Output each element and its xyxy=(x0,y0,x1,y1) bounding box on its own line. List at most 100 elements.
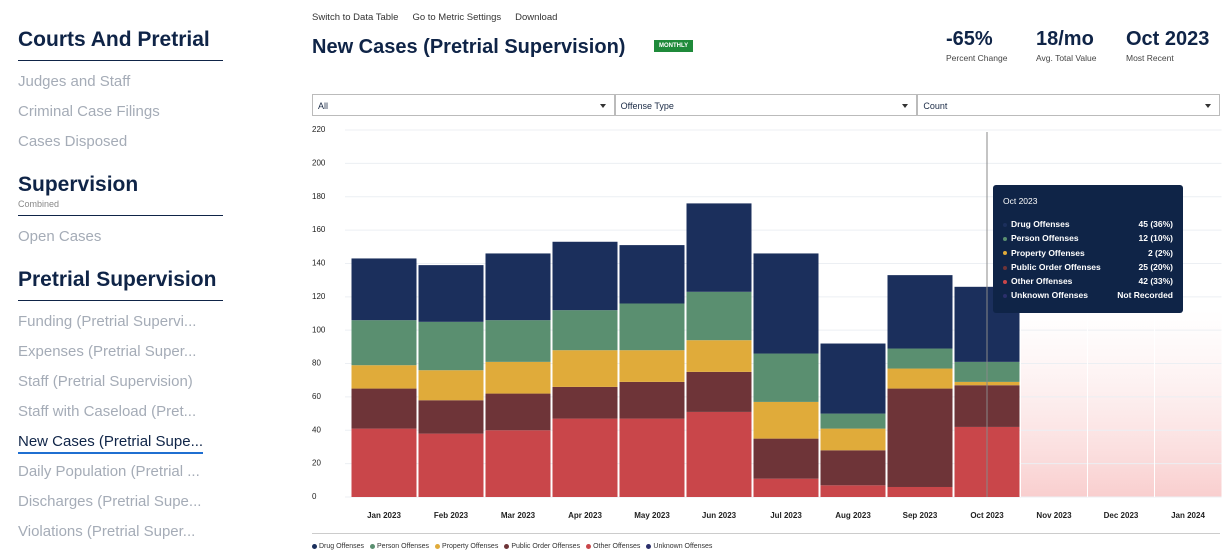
bar-segment xyxy=(485,253,551,321)
y-tick-label: 160 xyxy=(312,225,326,234)
bar-segment xyxy=(552,310,618,351)
tooltip-name: Property Offenses xyxy=(1011,247,1085,258)
nav-item[interactable]: New Cases (Pretrial Supe... xyxy=(18,433,223,463)
x-tick-label: Mar 2023 xyxy=(501,511,536,520)
bar-segment xyxy=(753,401,819,439)
x-tick-label: Nov 2023 xyxy=(1036,511,1072,520)
nav-item[interactable]: Staff with Caseload (Pret... xyxy=(18,403,223,433)
legend-label: Public Order Offenses xyxy=(511,543,581,550)
legend: Drug Offenses Person Offenses Property Off… xyxy=(312,543,712,550)
nav-item-label: Criminal Case Filings xyxy=(18,103,160,120)
tooltip-name-wrap: Other Offenses xyxy=(1003,276,1072,290)
bar-segment xyxy=(418,433,484,497)
nav-item-label: Expenses (Pretrial Super... xyxy=(18,343,197,360)
legend-item[interactable]: Person Offenses xyxy=(370,543,429,550)
nav-item[interactable]: Open Cases xyxy=(18,228,223,258)
x-tick-label: Dec 2023 xyxy=(1104,511,1139,520)
nav-item[interactable]: Cases Disposed xyxy=(18,133,223,163)
bar-segment xyxy=(351,388,417,429)
tooltip-name: Drug Offenses xyxy=(1011,219,1070,229)
y-tick-label: 100 xyxy=(312,325,326,334)
legend-item[interactable]: Public Order Offenses xyxy=(504,543,580,550)
tooltip-name: Public Order Offenses xyxy=(1011,261,1101,272)
tooltip-name-wrap: Public Order Offenses xyxy=(1003,262,1101,276)
sidebar: Courts And Pretrial Judges and Staff Crimi… xyxy=(18,28,223,555)
bar-segment xyxy=(552,418,618,497)
bar-segment xyxy=(619,350,685,382)
legend-dot xyxy=(586,543,592,549)
bar-segment xyxy=(552,350,618,387)
tooltip-dot xyxy=(1003,294,1007,299)
bar-segment xyxy=(887,388,953,487)
x-tick-label: Feb 2023 xyxy=(434,511,469,520)
nav-item[interactable]: Discharges (Pretrial Supe... xyxy=(18,493,223,523)
legend-item[interactable]: Other Offenses xyxy=(586,543,640,550)
legend-item[interactable]: Property Offenses xyxy=(435,543,498,550)
bar-segment xyxy=(485,361,551,394)
nav-item-label: Violations (Pretrial Super... xyxy=(18,523,196,540)
tooltip-row: Drug Offenses 45 (36%) xyxy=(1003,219,1173,233)
bar-segment xyxy=(552,386,618,419)
stat-value: Oct 2023 xyxy=(1126,28,1210,50)
x-tick-label: Jan 2023 xyxy=(367,511,401,520)
nav-item[interactable]: Violations (Pretrial Super... xyxy=(18,523,223,553)
y-tick-label: 40 xyxy=(312,425,321,434)
chart: 0 20 40 60 80 100 120 140 160 180 200 220 Jan 2023 Fe… xyxy=(312,125,1222,520)
stat-label: Avg. Total Value xyxy=(1036,53,1097,63)
stat: Oct 2023 Most Recent xyxy=(1126,28,1209,63)
section-title: Pretrial Supervision xyxy=(18,268,223,301)
y-tick-label: 200 xyxy=(312,158,326,167)
legend-label: Property Offenses xyxy=(442,543,499,550)
nav-item[interactable]: Criminal Case Filings xyxy=(18,103,223,133)
filter-dropdown[interactable]: All xyxy=(312,94,615,116)
legend-dot xyxy=(504,543,510,549)
bar-segment xyxy=(686,203,752,292)
nav-item[interactable]: Daily Population (Pretrial ... xyxy=(18,463,223,493)
filter-dropdown[interactable]: Offense Type xyxy=(614,94,918,116)
nav-item-label: Open Cases xyxy=(18,228,102,245)
bar-segment xyxy=(485,320,551,362)
nav-item[interactable]: Expenses (Pretrial Super... xyxy=(18,343,223,373)
divider xyxy=(312,533,1220,534)
bar-segment xyxy=(753,353,819,402)
stat-label: Most Recent xyxy=(1126,53,1174,63)
tooltip-name: Unknown Offenses xyxy=(1011,290,1088,301)
x-tick-label: Jan 2024 xyxy=(1171,511,1205,520)
bar-segment xyxy=(686,371,752,412)
legend-dot xyxy=(370,543,376,549)
legend-item[interactable]: Drug Offenses xyxy=(312,543,364,550)
nav-item[interactable]: Judges and Staff xyxy=(18,73,223,103)
legend-label: Person Offenses xyxy=(377,543,430,550)
tooltip-title: Oct 2023 xyxy=(1003,196,1038,206)
bar-segment xyxy=(619,381,685,419)
x-tick-label: Jun 2023 xyxy=(702,511,737,520)
toolbar-link[interactable]: Download xyxy=(515,12,558,23)
bar-segment xyxy=(820,413,886,429)
tooltip: Oct 2023 Drug Offenses 45 (36%) Person Offe… xyxy=(993,185,1183,313)
bar-segment xyxy=(753,253,819,354)
filter-dropdown[interactable]: Count xyxy=(917,94,1221,116)
bar-segment xyxy=(887,275,953,349)
tooltip-name-wrap: Property Offenses xyxy=(1003,248,1085,262)
bar-segment xyxy=(552,241,618,311)
nav-item-label: Cases Disposed xyxy=(18,133,128,150)
toolbar-link[interactable]: Switch to Data Table xyxy=(312,12,399,23)
nav-section: Courts And Pretrial Judges and Staff Crimi… xyxy=(18,28,223,163)
legend-item[interactable]: Unknown Offenses xyxy=(646,543,712,550)
bar-segment xyxy=(418,265,484,322)
bar-segment xyxy=(820,450,886,486)
badge: MONTHLY xyxy=(654,40,694,52)
stat-value: 18/mo xyxy=(1036,28,1094,50)
nav-item-label: Staff (Pretrial Supervision) xyxy=(18,373,193,390)
nav-item[interactable]: Staff (Pretrial Supervision) xyxy=(18,373,223,403)
x-tick-label: Jul 2023 xyxy=(770,511,802,520)
bar-segment xyxy=(686,291,752,341)
toolbar-link[interactable]: Go to Metric Settings xyxy=(412,12,502,23)
bar-segment xyxy=(820,428,886,451)
nav-item[interactable]: Funding (Pretrial Supervi... xyxy=(18,313,223,343)
section-title: Courts And Pretrial xyxy=(18,28,223,61)
bar-segment xyxy=(887,368,953,389)
tooltip-value: 2 (2%) xyxy=(1147,247,1173,258)
nav-item-label: Staff with Caseload (Pret... xyxy=(18,403,197,420)
tooltip-row: Other Offenses 42 (33%) xyxy=(1003,276,1173,290)
